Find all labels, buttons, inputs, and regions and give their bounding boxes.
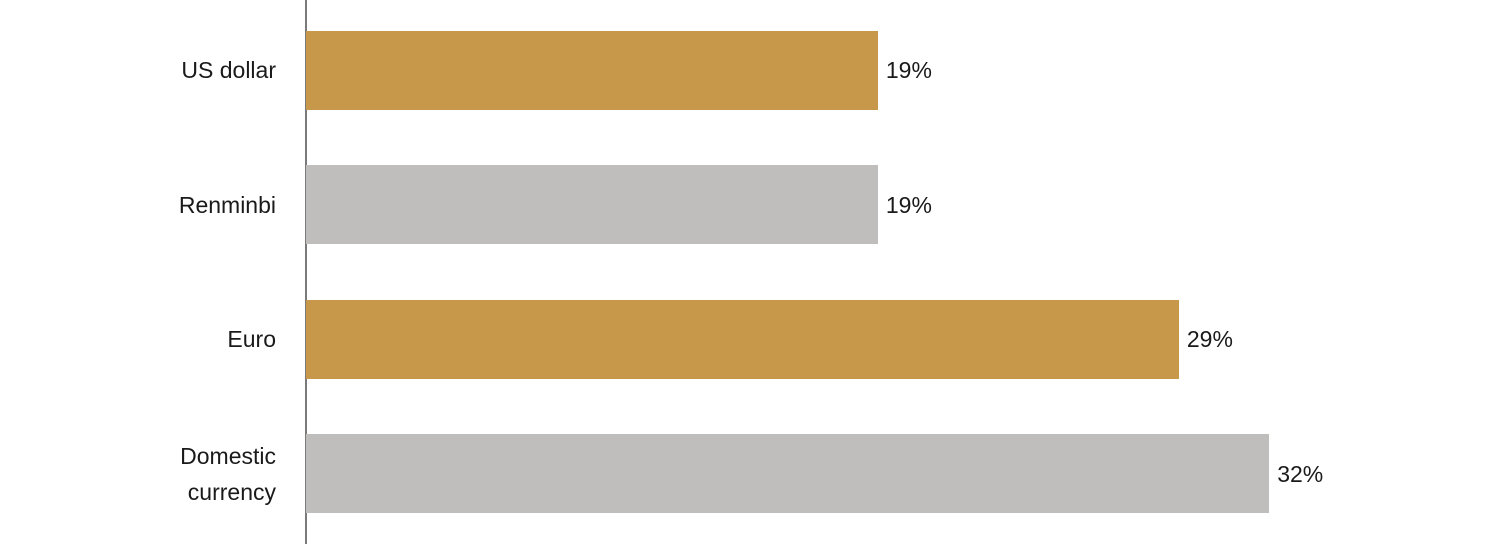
- bar: [306, 165, 878, 244]
- category-label-box: Euro: [136, 300, 276, 379]
- category-label: US dollar: [181, 57, 276, 83]
- value-label: 19%: [885, 191, 932, 218]
- bar: [306, 434, 1270, 513]
- value-label: 29%: [1186, 326, 1233, 352]
- value-label: 32%: [1277, 460, 1324, 487]
- category-label-box: Domestic currency: [136, 434, 276, 513]
- bar: [306, 299, 1179, 379]
- category-label: Renminbi: [178, 191, 276, 218]
- category-label-box: Renminbi: [136, 165, 276, 244]
- value-label: 19%: [885, 57, 932, 83]
- bar: [306, 30, 878, 110]
- category-label: Euro: [227, 326, 276, 352]
- category-label: Domestic currency: [180, 442, 276, 505]
- category-label-box: US dollar: [136, 31, 276, 110]
- category-axis: [305, 0, 307, 544]
